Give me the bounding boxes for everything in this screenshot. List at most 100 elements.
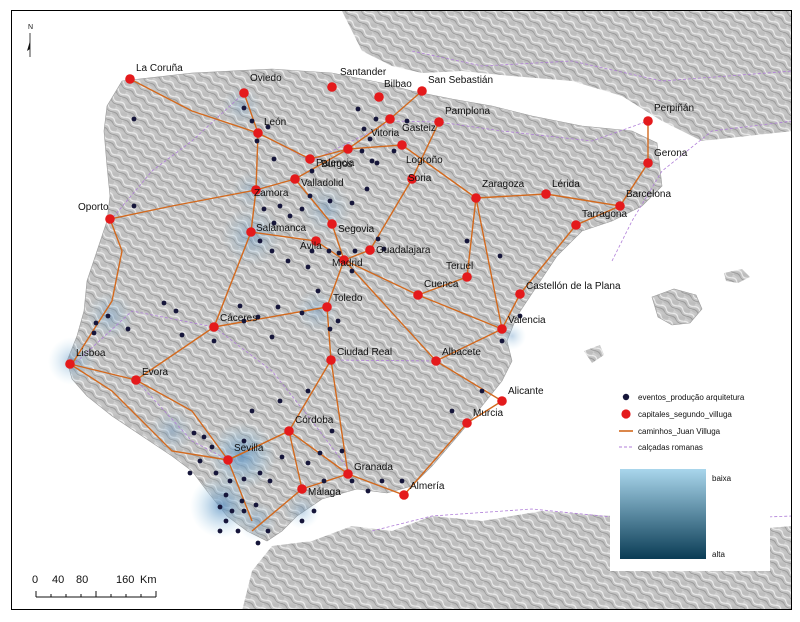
event-point xyxy=(299,310,305,316)
event-point xyxy=(315,288,321,294)
event-point xyxy=(209,444,215,450)
city-label-granada: Granada xyxy=(354,462,393,473)
event-point xyxy=(381,246,387,252)
event-point xyxy=(349,268,355,274)
event-point xyxy=(277,203,283,209)
capital-marker-toledo xyxy=(322,302,332,312)
villuga-road xyxy=(288,430,303,490)
event-point xyxy=(309,248,315,254)
event-point xyxy=(271,220,277,226)
capital-marker-barcelona xyxy=(615,201,625,211)
event-point xyxy=(497,253,503,259)
legend-event-symbol xyxy=(622,393,630,401)
capital-marker-almeria xyxy=(399,490,409,500)
scale-tick-40: 40 xyxy=(52,574,64,586)
city-label-logrono: Logroño xyxy=(406,155,443,166)
map-frame: La Coruña Oviedo Santander Bilbao San Sebast… xyxy=(11,10,792,610)
capital-marker-guadalajara xyxy=(365,245,375,255)
capital-marker-albacete xyxy=(431,356,441,366)
city-label-malaga: Málaga xyxy=(308,487,341,498)
city-label-burgos: Burgos xyxy=(321,159,353,170)
capital-marker-zamora xyxy=(251,185,261,195)
roman-road xyxy=(71,310,353,475)
capital-marker-castellon-de-la-plana xyxy=(515,289,525,299)
event-point xyxy=(131,203,137,209)
roman-road xyxy=(411,50,791,82)
city-label-santander: Santander xyxy=(340,67,387,78)
capital-marker-la-coruna xyxy=(125,74,135,84)
event-point xyxy=(327,326,333,332)
event-point xyxy=(279,454,285,460)
event-point xyxy=(349,478,355,484)
event-point xyxy=(309,168,315,174)
legend-item-roman: calçadas romanas xyxy=(619,443,703,452)
city-label-albacete: Albacete xyxy=(442,347,481,358)
legend: eventos_produção arquitetura capitales_s… xyxy=(619,393,745,452)
capital-marker-soria xyxy=(407,174,417,184)
event-point xyxy=(374,160,380,166)
event-point xyxy=(449,408,455,414)
city-label-murcia: Murcia xyxy=(473,408,503,419)
event-point xyxy=(464,238,470,244)
city-label-madrid: Madrid xyxy=(332,258,363,269)
city-label-oviedo: Oviedo xyxy=(250,73,282,84)
event-point xyxy=(369,158,375,164)
capital-marker-murcia xyxy=(462,418,472,428)
event-point xyxy=(265,124,271,130)
event-point xyxy=(277,398,283,404)
event-point xyxy=(249,118,255,124)
city-label-valencia: Valencia xyxy=(508,315,546,326)
capital-marker-logrono xyxy=(397,140,407,150)
event-point xyxy=(257,470,263,476)
event-point xyxy=(223,492,229,498)
city-label-vitoria: Vitoria xyxy=(371,128,400,139)
capital-marker-zaragoza xyxy=(471,193,481,203)
density-legend-low-label: alta xyxy=(712,550,725,559)
event-point xyxy=(285,258,291,264)
legend-capital-symbol xyxy=(621,409,631,419)
capital-marker-leon xyxy=(253,128,263,138)
event-point xyxy=(91,330,97,336)
north-label: N xyxy=(28,24,33,31)
event-point xyxy=(335,318,341,324)
event-point xyxy=(213,470,219,476)
event-point xyxy=(187,470,193,476)
roman-road xyxy=(69,363,229,461)
event-point xyxy=(355,106,361,112)
villuga-road xyxy=(135,379,229,461)
event-point xyxy=(131,116,137,122)
villuga-road xyxy=(330,359,349,475)
city-label-lerida: Lérida xyxy=(552,179,580,190)
villuga-road xyxy=(343,121,440,261)
capital-marker-lerida xyxy=(541,189,551,199)
legend-item-roads: caminhos_Juan Villuga xyxy=(619,427,721,436)
city-label-barcelona: Barcelona xyxy=(626,189,671,200)
event-point xyxy=(179,332,185,338)
scale-tick-0: 0 xyxy=(32,574,38,586)
villuga-road xyxy=(475,197,503,330)
event-point xyxy=(326,248,332,254)
event-point xyxy=(217,528,223,534)
ibiza-island xyxy=(584,345,604,363)
capital-marker-oporto xyxy=(105,214,115,224)
capital-marker-ciudad-real xyxy=(326,355,336,365)
event-point xyxy=(275,304,281,310)
capital-marker-oviedo xyxy=(239,88,249,98)
legend-item-capitals: capitales_segundo_villuga xyxy=(621,409,732,419)
events-layer xyxy=(91,105,523,546)
event-point xyxy=(321,478,327,484)
event-point xyxy=(173,308,179,314)
event-point xyxy=(241,476,247,482)
event-point xyxy=(249,408,255,414)
event-point xyxy=(305,388,311,394)
event-point xyxy=(299,518,305,524)
event-point xyxy=(404,118,410,124)
event-point xyxy=(125,326,131,332)
density-legend: baixa alta xyxy=(610,459,770,571)
capital-marker-salamanca xyxy=(246,227,256,237)
capital-marker-cuenca xyxy=(413,290,423,300)
capital-marker-sevilla xyxy=(223,455,233,465)
legend-label-roman: calçadas romanas xyxy=(638,443,703,452)
city-label-perpinan: Perpiñán xyxy=(654,103,694,114)
city-label-ciudad-real: Ciudad Real xyxy=(337,347,392,358)
